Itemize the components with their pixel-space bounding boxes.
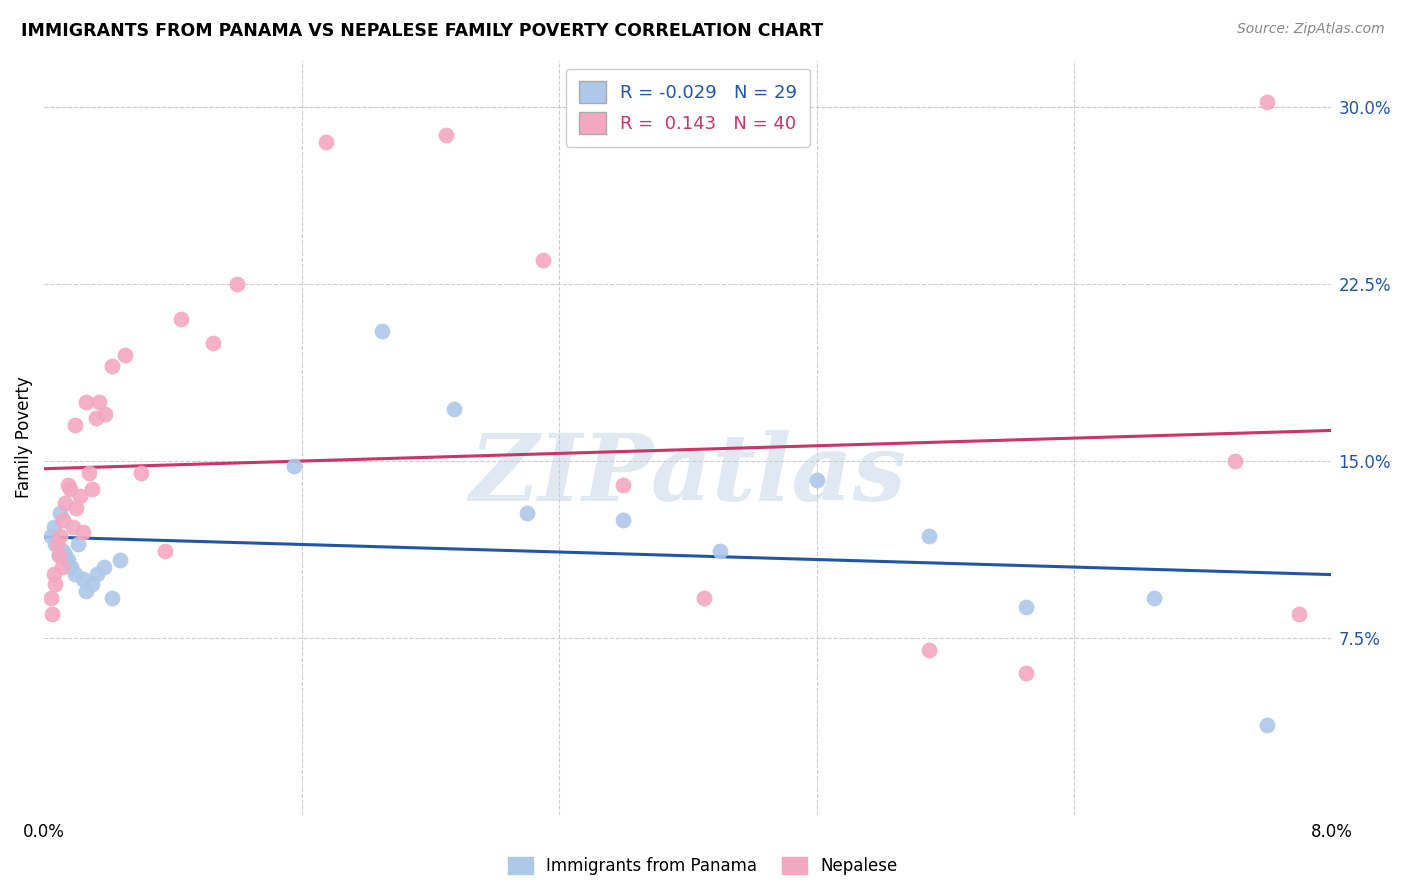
Point — [1288, 607, 1310, 622]
Point — [1256, 718, 1278, 732]
Y-axis label: Family Poverty: Family Poverty — [15, 376, 32, 498]
Text: IMMIGRANTS FROM PANAMA VS NEPALESE FAMILY POVERTY CORRELATION CHART: IMMIGRANTS FROM PANAMA VS NEPALESE FAMIL… — [21, 22, 824, 40]
Point — [49, 506, 72, 520]
Legend: R = -0.029   N = 29, R =  0.143   N = 40: R = -0.029 N = 29, R = 0.143 N = 40 — [565, 69, 810, 147]
Point — [531, 253, 554, 268]
Point — [693, 591, 716, 605]
Point — [58, 477, 80, 491]
Point — [315, 135, 337, 149]
Point — [42, 567, 65, 582]
Point — [612, 477, 634, 491]
Point — [59, 482, 82, 496]
Point — [1256, 95, 1278, 109]
Point — [62, 520, 84, 534]
Point — [77, 466, 100, 480]
Point — [806, 473, 828, 487]
Point — [86, 567, 108, 582]
Point — [39, 591, 62, 605]
Point — [44, 536, 66, 550]
Point — [53, 549, 76, 563]
Point — [41, 607, 63, 622]
Point — [114, 348, 136, 362]
Point — [87, 395, 110, 409]
Point — [918, 529, 941, 543]
Point — [63, 567, 86, 582]
Point — [226, 277, 249, 291]
Point — [51, 560, 73, 574]
Point — [42, 520, 65, 534]
Point — [170, 312, 193, 326]
Point — [153, 543, 176, 558]
Point — [48, 549, 70, 563]
Point — [283, 458, 305, 473]
Point — [108, 553, 131, 567]
Point — [1223, 454, 1246, 468]
Point — [202, 335, 225, 350]
Point — [82, 576, 104, 591]
Point — [72, 524, 94, 539]
Point — [371, 324, 394, 338]
Point — [75, 583, 97, 598]
Text: ZIPatlas: ZIPatlas — [470, 430, 907, 520]
Point — [65, 501, 87, 516]
Point — [129, 466, 152, 480]
Point — [100, 591, 122, 605]
Legend: Immigrants from Panama, Nepalese: Immigrants from Panama, Nepalese — [499, 849, 907, 884]
Point — [72, 572, 94, 586]
Point — [66, 536, 89, 550]
Point — [60, 560, 83, 574]
Point — [443, 401, 465, 416]
Point — [69, 489, 91, 503]
Point — [709, 543, 731, 558]
Point — [1143, 591, 1166, 605]
Point — [53, 496, 76, 510]
Point — [93, 560, 115, 574]
Point — [44, 576, 66, 591]
Point — [434, 128, 457, 143]
Point — [82, 482, 104, 496]
Point — [84, 411, 107, 425]
Point — [75, 395, 97, 409]
Point — [100, 359, 122, 374]
Point — [52, 513, 75, 527]
Point — [94, 407, 117, 421]
Point — [1015, 666, 1038, 681]
Point — [612, 513, 634, 527]
Point — [49, 529, 72, 543]
Point — [516, 506, 538, 520]
Point — [52, 543, 75, 558]
Point — [46, 536, 69, 550]
Point — [48, 549, 70, 563]
Point — [1015, 600, 1038, 615]
Point — [63, 418, 86, 433]
Point — [58, 553, 80, 567]
Point — [918, 642, 941, 657]
Text: Source: ZipAtlas.com: Source: ZipAtlas.com — [1237, 22, 1385, 37]
Point — [39, 529, 62, 543]
